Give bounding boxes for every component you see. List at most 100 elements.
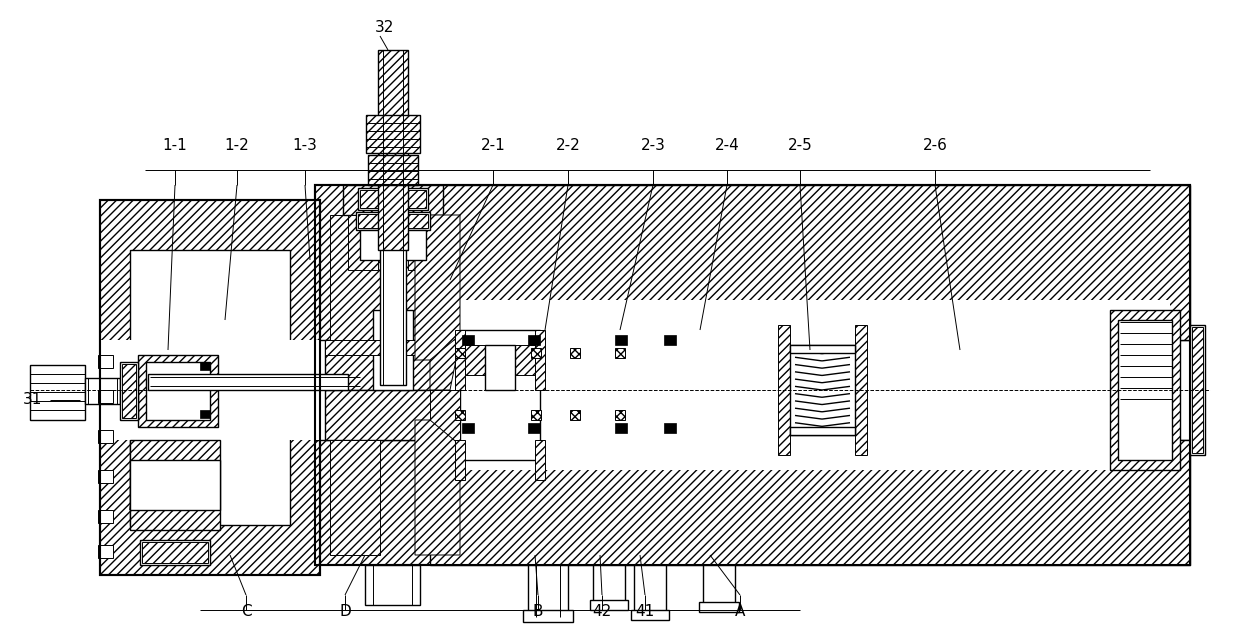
Bar — [138, 355, 218, 427]
Bar — [663, 423, 676, 433]
Bar — [365, 565, 420, 605]
Bar — [379, 215, 405, 385]
Bar — [1110, 310, 1180, 470]
Bar — [1190, 325, 1205, 455]
Text: 1-2: 1-2 — [224, 139, 249, 153]
Bar — [315, 185, 1190, 565]
Bar — [615, 410, 625, 420]
Bar — [325, 390, 445, 440]
Bar — [130, 250, 290, 525]
Bar — [531, 348, 541, 358]
Bar — [593, 565, 625, 605]
Bar — [590, 600, 627, 610]
Bar — [455, 440, 465, 480]
Bar — [143, 542, 208, 563]
Bar — [360, 190, 427, 208]
Bar — [408, 215, 438, 270]
Bar — [360, 230, 427, 260]
Text: 2-3: 2-3 — [641, 139, 666, 153]
Bar — [460, 330, 539, 460]
Bar — [570, 410, 580, 420]
Text: 2-1: 2-1 — [481, 139, 506, 153]
Bar — [465, 345, 534, 375]
Bar — [100, 200, 320, 575]
Bar — [146, 362, 210, 420]
Bar — [703, 565, 735, 607]
Bar — [358, 188, 428, 210]
Bar — [343, 185, 443, 215]
Bar — [100, 340, 320, 440]
Bar — [148, 374, 348, 390]
Bar — [663, 335, 676, 345]
Text: 41: 41 — [635, 605, 655, 620]
Bar — [455, 348, 465, 358]
Polygon shape — [325, 340, 430, 355]
Bar — [368, 155, 418, 185]
Bar — [98, 545, 113, 558]
Bar — [463, 335, 474, 345]
Text: 2-6: 2-6 — [923, 139, 947, 153]
Bar — [531, 410, 541, 420]
Text: 42: 42 — [593, 605, 611, 620]
Bar — [122, 364, 136, 418]
Text: 32: 32 — [376, 21, 394, 35]
Bar — [528, 335, 539, 345]
Bar — [463, 423, 474, 433]
Bar — [140, 540, 210, 565]
Bar — [455, 410, 465, 420]
Bar — [98, 390, 113, 403]
Bar — [485, 345, 515, 390]
Bar — [98, 355, 113, 368]
Bar — [98, 430, 113, 443]
Bar — [631, 610, 670, 620]
Bar — [130, 440, 219, 530]
Text: 1-1: 1-1 — [162, 139, 187, 153]
Text: C: C — [241, 605, 252, 620]
Bar — [315, 185, 1190, 565]
Bar — [1118, 320, 1172, 460]
Bar — [200, 362, 210, 370]
Text: 2-2: 2-2 — [556, 139, 580, 153]
Bar — [1192, 327, 1203, 453]
Bar — [30, 365, 86, 420]
Bar — [315, 340, 1190, 440]
Bar — [356, 212, 430, 230]
Text: 2-5: 2-5 — [787, 139, 812, 153]
Polygon shape — [415, 215, 460, 360]
Bar — [528, 565, 568, 617]
Bar — [325, 340, 445, 390]
Bar — [534, 330, 546, 390]
Bar — [790, 427, 856, 435]
Bar — [366, 115, 420, 153]
Bar — [455, 330, 465, 390]
Text: 1-3: 1-3 — [293, 139, 317, 153]
Bar — [615, 335, 627, 345]
Bar — [100, 200, 320, 575]
Bar — [373, 310, 413, 390]
Bar — [790, 345, 856, 435]
Bar — [534, 440, 546, 480]
Bar — [120, 362, 138, 420]
Bar — [790, 345, 856, 353]
Polygon shape — [430, 390, 460, 440]
Bar — [615, 423, 627, 433]
Polygon shape — [330, 440, 379, 555]
Bar — [615, 348, 625, 358]
Bar — [634, 565, 666, 615]
Text: A: A — [735, 605, 745, 620]
Bar — [430, 440, 1190, 565]
Bar — [358, 214, 428, 228]
Text: 31: 31 — [22, 392, 42, 408]
Text: D: D — [339, 605, 351, 620]
Bar — [130, 460, 219, 510]
Text: 2-4: 2-4 — [714, 139, 739, 153]
Bar — [430, 300, 1171, 470]
Bar — [200, 410, 210, 418]
Bar — [777, 325, 790, 455]
Bar — [98, 510, 113, 523]
Bar — [86, 378, 120, 404]
Bar — [856, 325, 867, 455]
Polygon shape — [415, 420, 460, 555]
Polygon shape — [430, 340, 460, 390]
Bar — [528, 423, 539, 433]
